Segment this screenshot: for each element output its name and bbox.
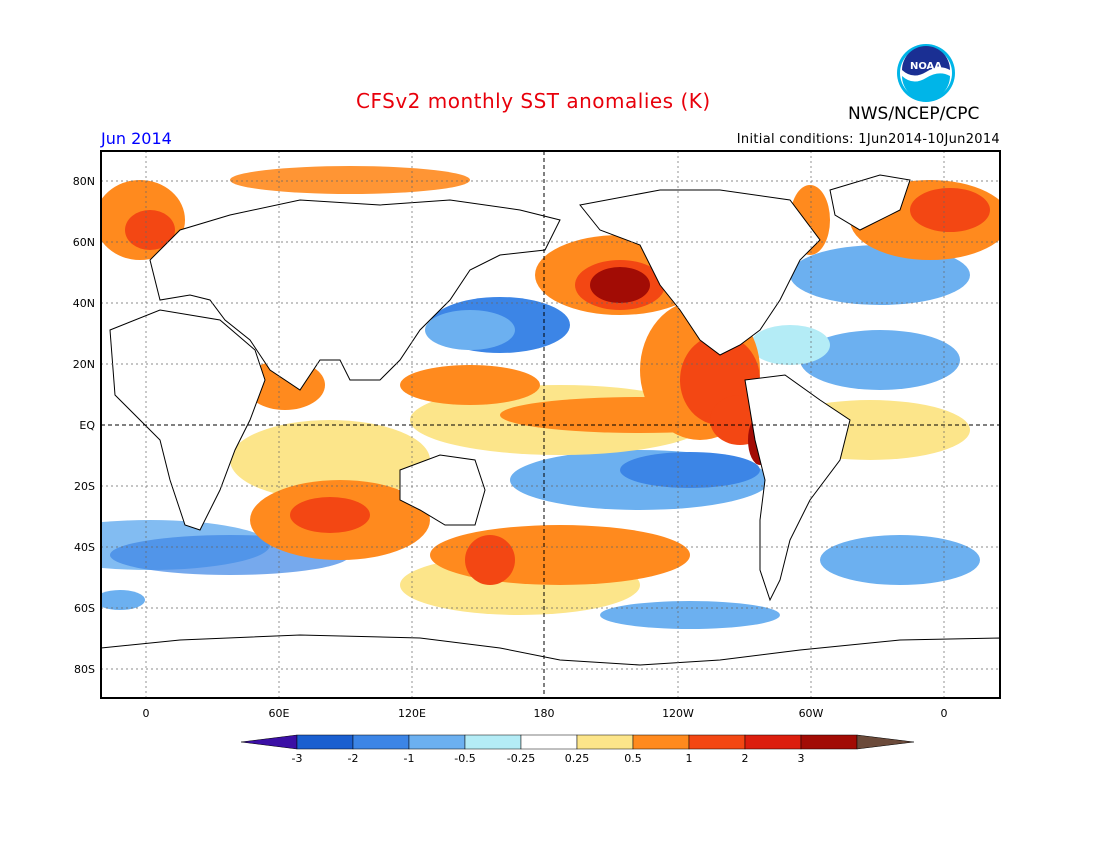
- colorbar-swatch: [408, 734, 466, 750]
- colorbar-swatch: [296, 734, 354, 750]
- lon-tick-label: 60E: [269, 707, 290, 720]
- lon-tick-label: 120W: [662, 707, 694, 720]
- noaa-logo-icon: NOAA: [897, 44, 955, 102]
- colorbar-swatch: [688, 734, 746, 750]
- lat-tick-label: 60S: [74, 602, 95, 615]
- chart-title: CFSv2 monthly SST anomalies (K): [356, 89, 711, 113]
- lon-tick-label: 180: [534, 707, 555, 720]
- lat-tick-label: 20S: [74, 480, 95, 493]
- colorbar-tick-label: -2: [348, 752, 359, 765]
- lat-tick-label: 80S: [74, 663, 95, 676]
- colorbar-tick-label: -3: [292, 752, 303, 765]
- colorbar-tick-label: -1: [404, 752, 415, 765]
- month-label: Jun 2014: [101, 129, 172, 148]
- map-frame: [100, 150, 1001, 699]
- colorbar-tick-label: 3: [798, 752, 805, 765]
- continents: [101, 174, 1000, 698]
- lat-tick-label: EQ: [79, 419, 95, 432]
- colorbar-tick-label: 1: [686, 752, 693, 765]
- colorbar-swatch: [800, 734, 858, 750]
- lat-tick-label: 40S: [74, 541, 95, 554]
- lon-tick-label: 0: [143, 707, 150, 720]
- agency-label: NWS/NCEP/CPC: [848, 104, 980, 124]
- gridlines: [101, 151, 1000, 698]
- lat-axis: 80N 60N 40N 20N EQ 20S 40S 60S 80S: [73, 175, 96, 676]
- logo-text: NOAA: [910, 61, 942, 72]
- colorbar-tick-label: 0.5: [624, 752, 642, 765]
- lon-tick-label: 60W: [799, 707, 824, 720]
- initial-conditions-label: Initial conditions: 1Jun2014-10Jun2014: [736, 132, 1000, 147]
- lat-tick-label: 40N: [73, 297, 95, 310]
- colorbar-arrow-low: [240, 734, 298, 750]
- colorbar-swatch: [520, 734, 578, 750]
- colorbar-arrow-high: [856, 734, 915, 750]
- colorbar-swatch: [744, 734, 802, 750]
- lat-tick-label: 60N: [73, 236, 95, 249]
- lon-axis: 0 60E 120E 180 120W 60W 0: [143, 707, 948, 720]
- lat-tick-label: 80N: [73, 175, 95, 188]
- colorbar-swatch: [464, 734, 522, 750]
- lon-tick-label: 0: [941, 707, 948, 720]
- colorbar: -3 -2 -1 -0.5 -0.25 0.25 0.5 1 2 3: [240, 734, 915, 765]
- colorbar-swatch: [352, 734, 410, 750]
- colorbar-tick-label: -0.25: [507, 752, 535, 765]
- colorbar-tick-label: -0.5: [454, 752, 475, 765]
- colorbar-tick-label: 0.25: [565, 752, 590, 765]
- lon-tick-label: 120E: [398, 707, 426, 720]
- lat-tick-label: 20N: [73, 358, 95, 371]
- colorbar-swatch: [576, 734, 634, 750]
- colorbar-swatch: [632, 734, 690, 750]
- colorbar-tick-label: 2: [742, 752, 749, 765]
